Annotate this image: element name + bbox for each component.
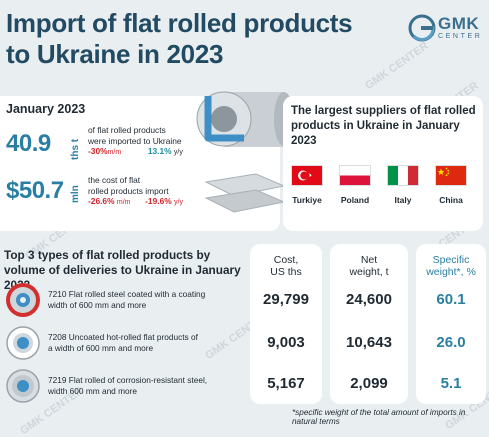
- row-1-share: 60.1: [436, 291, 466, 308]
- product-3-line-2: width 600 mm and more: [48, 386, 138, 396]
- supplier-italy: Italy: [394, 195, 412, 205]
- share-header-2: weight*, %: [426, 266, 476, 278]
- product-row-2: 7208 Uncoated hot-rolled flat products o…: [48, 332, 243, 354]
- volume-description: of flat rolled products were imported to…: [88, 125, 183, 159]
- share-header: Specific weight*, %: [416, 254, 486, 278]
- product-row-1: 7210 Flat rolled steel coated with a coa…: [48, 289, 243, 311]
- poland-flag-icon: [340, 166, 370, 185]
- gmk-center-logo: GMK CENTER: [408, 14, 482, 44]
- top3-title: Top 3 types of flat rolled products by v…: [4, 248, 241, 292]
- title-line-1: Import of flat rolled products: [6, 8, 353, 38]
- footnote: *specific weight of the total amount of …: [292, 408, 466, 426]
- row-2-weight: 10,643: [346, 334, 392, 351]
- cost-text-1: the cost of flat: [88, 175, 141, 185]
- logo-word: GMK: [438, 14, 480, 33]
- weight-header: Net weight, t: [330, 254, 408, 278]
- supplier-turkiye: Turkiye: [292, 195, 322, 205]
- steel-coil-icon: [196, 91, 294, 213]
- weight-header-2: weight, t: [349, 266, 389, 278]
- logo-subtitle: CENTER: [438, 33, 483, 40]
- cost-mm-suffix: m/m: [116, 199, 131, 206]
- product-2-line-1: 7208 Uncoated hot-rolled flat products o…: [48, 332, 198, 342]
- product-row-3: 7219 Flat rolled of corrosion-resistant …: [48, 375, 243, 397]
- cost-description: the cost of flat rolled products import …: [88, 175, 183, 209]
- volume-changes: -30%m/m 13.1% y/y: [88, 146, 183, 159]
- volume-unit: ths t: [70, 138, 81, 160]
- title-line-2: to Ukraine in 2023: [6, 39, 224, 69]
- cost-column: [250, 244, 322, 404]
- page-title: Import of flat rolled products to Ukrain…: [6, 8, 386, 70]
- gmk-logo-icon: [408, 14, 436, 42]
- weight-header-1: Net: [360, 254, 378, 266]
- product-1-line-1: 7210 Flat rolled steel coated with a coa…: [48, 289, 206, 299]
- volume-mm-change: -30%: [88, 146, 108, 156]
- product-1-line-2: width of 600 mm and more: [48, 300, 147, 310]
- cost-header-1: Cost,: [273, 254, 299, 266]
- share-column: [416, 244, 486, 404]
- row-3-share: 5.1: [440, 375, 462, 392]
- cost-header-2: US ths: [270, 266, 302, 278]
- hot-rolled-coil-icon: [6, 326, 40, 360]
- product-3-line-1: 7219 Flat rolled of corrosion-resistant …: [48, 375, 208, 385]
- cost-yy-change: -19.6%: [145, 196, 172, 206]
- coated-coil-icon: [6, 283, 40, 317]
- turkey-flag-icon: [292, 166, 322, 185]
- weight-column: [330, 244, 408, 404]
- cost-yy-suffix: y/y: [174, 199, 183, 206]
- cost-header: Cost, US ths: [250, 254, 322, 278]
- cost-text-2: rolled products import: [88, 185, 169, 196]
- cost-mm-change: -26.6%: [88, 196, 115, 206]
- stats-period: January 2023: [6, 102, 86, 116]
- volume-text-1: of flat rolled products: [88, 125, 166, 135]
- row-3-weight: 2,099: [350, 375, 388, 392]
- volume-yy-suffix: y/y: [173, 149, 183, 156]
- row-3-cost: 5,167: [267, 375, 305, 392]
- row-1-weight: 24,600: [346, 291, 392, 308]
- product-2-line-2: a width of 600 mm and more: [48, 343, 154, 353]
- supplier-poland: Poland: [340, 195, 370, 205]
- supplier-china: China: [439, 195, 463, 205]
- row-2-share: 26.0: [436, 334, 466, 351]
- cost-unit: mln: [70, 185, 81, 203]
- stainless-coil-icon: [6, 369, 40, 403]
- suppliers-title: The largest suppliers of flat rolled pro…: [291, 105, 476, 147]
- china-flag-icon: [436, 166, 466, 185]
- share-header-1: Specific: [432, 254, 470, 266]
- suppliers-card: [283, 96, 483, 231]
- volume-yy-change: 13.1%: [147, 146, 172, 156]
- cost-value: $50.7: [6, 177, 64, 204]
- volume-mm-suffix: m/m: [107, 149, 122, 156]
- cost-changes: -26.6% m/m -19.6% y/y: [88, 196, 183, 209]
- row-1-cost: 29,799: [263, 291, 309, 308]
- volume-text-2: were imported to Ukraine: [88, 135, 182, 146]
- volume-value: 40.9: [6, 130, 51, 157]
- italy-flag-icon: [388, 166, 418, 185]
- row-2-cost: 9,003: [267, 334, 305, 351]
